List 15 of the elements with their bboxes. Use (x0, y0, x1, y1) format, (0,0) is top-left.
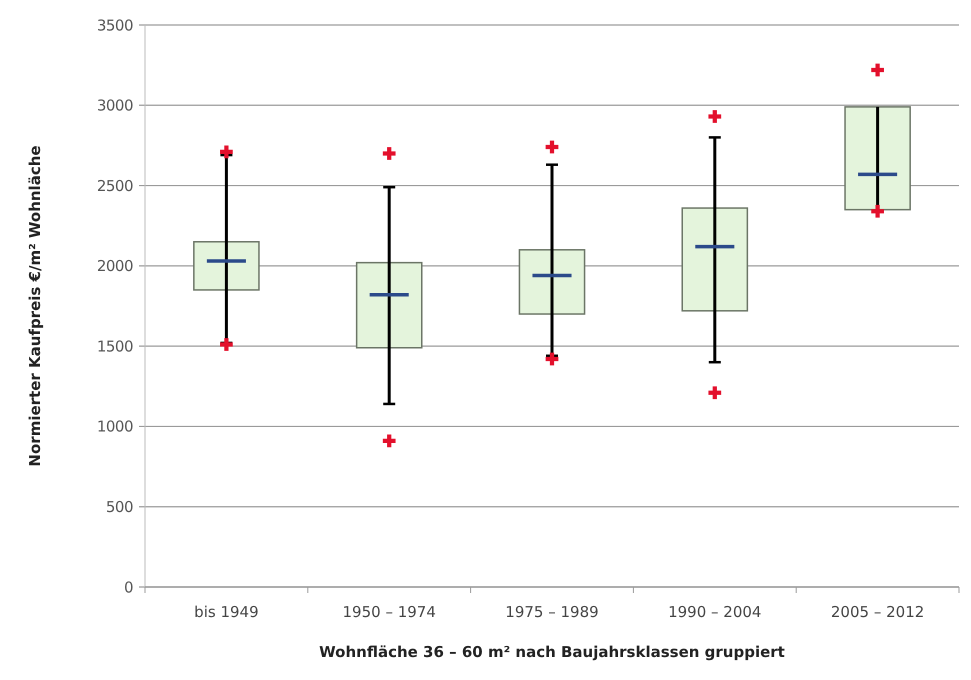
y-tick-label: 2000 (96, 257, 133, 276)
y-tick-label: 500 (106, 498, 133, 516)
x-tick-label: 1950 – 1974 (342, 603, 436, 621)
x-tick-label: 2005 – 2012 (830, 603, 924, 621)
y-tick-label: 1000 (96, 418, 133, 436)
y-tick-label: 2500 (96, 176, 133, 195)
x-axis-title: Wohnfläche 36 – 60 m² nach Baujahrsklassen gruppiert (319, 643, 785, 661)
y-tick-label: 0 (124, 578, 133, 596)
x-tick-label: 1975 – 1989 (505, 603, 599, 621)
y-tick-label: 1500 (96, 337, 133, 356)
y-tick-label: 3000 (96, 96, 133, 115)
y-axis-title: Normierter Kaufpreis €/m² Wohnläche (26, 145, 44, 467)
x-tick-label: bis 1949 (194, 603, 259, 621)
y-tick-label: 3500 (96, 16, 133, 34)
x-tick-label: 1990 – 2004 (668, 603, 762, 621)
